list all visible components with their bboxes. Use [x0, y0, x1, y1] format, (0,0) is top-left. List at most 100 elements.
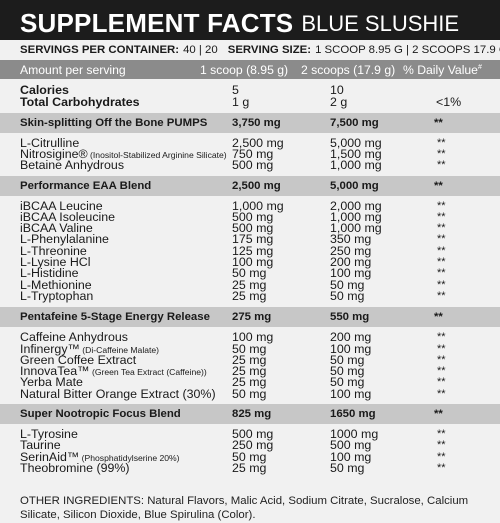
ingredient-name-cell: Green Coffee Extract [20, 354, 136, 366]
ingredient-note: (Green Tea Extract (Caffeine)) [89, 367, 207, 378]
ingredient-one-scoop: 250 mg [232, 438, 274, 453]
ingredient-name-cell: L-Citrulline [20, 137, 79, 149]
ingredient-name-cell: Yerba Mate [20, 376, 83, 388]
ingredient-name: L-Histidine [20, 266, 79, 281]
ingredient-name-cell: L-Tyrosine [20, 428, 78, 440]
ingredient-name: SerinAid™ [20, 449, 80, 464]
ingredient-daily-value: ** [437, 222, 446, 235]
ingredient-daily-value: ** [437, 210, 446, 223]
ingredient-daily-value: ** [437, 439, 446, 452]
ingredient-name-cell: iBCAA Isoleucine [20, 211, 115, 223]
ingredient-name: Infinergy™ [20, 341, 80, 356]
ingredient-name: L-Lysine HCl [20, 255, 91, 270]
ingredient-one-scoop: 500 mg [232, 427, 274, 442]
ingredient-daily-value: ** [437, 450, 446, 463]
ingredient-two-scoops: 2,000 mg [330, 198, 382, 213]
blend-name: Skin-splitting Off the Bone PUMPS [20, 117, 208, 129]
carbohydrates-one-scoop: 1 g [232, 95, 250, 109]
ingredient-two-scoops: 100 mg [330, 386, 372, 401]
ingredient-name: iBCAA Leucine [20, 198, 103, 213]
ingredient-name: L-Citrulline [20, 136, 80, 150]
blend-one-scoop: 825 mg [232, 408, 272, 421]
blend-ingredients: Caffeine Anhydrous 100 mg 200 mg ** Infinerg… [0, 327, 500, 404]
ingredient-one-scoop: 50 mg [232, 386, 267, 401]
ingredient-name-cell: SerinAid™ (Phosphatidylserine 20%) [20, 449, 180, 464]
ingredient-daily-value: ** [437, 365, 446, 378]
ingredient-one-scoop: 750 mg [232, 147, 274, 162]
ingredient-one-scoop: 500 mg [232, 221, 274, 236]
label-title: SUPPLEMENT FACTS [20, 8, 294, 38]
servings-per-container-label: SERVINGS PER CONTAINER: [20, 44, 180, 56]
ingredient-name-cell: Caffeine Anhydrous [20, 331, 128, 343]
ingredient-daily-value: ** [437, 289, 446, 302]
servings-line: SERVINGS PER CONTAINER: 40 | 20 SERVING … [0, 40, 500, 60]
flavor-name: BLUE SLUSHIE [301, 11, 460, 36]
ingredient-name: Betaine Anhydrous [20, 158, 125, 173]
ingredient-name: Yerba Mate [20, 375, 83, 390]
calories-one-scoop: 5 [232, 83, 239, 97]
blend-daily-value: ** [434, 311, 443, 324]
ingredient-name-cell: L-Lysine HCl [20, 256, 90, 268]
ingredient-one-scoop: 50 mg [232, 266, 267, 281]
ingredient-name: iBCAA Valine [20, 221, 93, 236]
carbohydrates-label: Total Carbohydrates [20, 95, 140, 109]
carbohydrates-row: Total Carbohydrates 1 g 2 g <1% [0, 96, 500, 108]
ingredient-name: Theobromine (99%) [20, 460, 130, 475]
carbohydrates-two-scoops: 2 g [330, 95, 348, 109]
ingredient-one-scoop: 1,000 mg [232, 198, 284, 213]
ingredient-name-cell: Betaine Anhydrous [20, 159, 124, 171]
ingredient-two-scoops: 100 mg [330, 449, 372, 464]
ingredient-name-cell: Natural Bitter Orange Extract (30%) [20, 388, 216, 400]
ingredient-name: Caffeine Anhydrous [20, 330, 128, 345]
ingredient-name-cell: Theobromine (99%) [20, 462, 130, 474]
ingredient-daily-value: ** [437, 137, 446, 149]
two-scoops-header: 2 scoops (17.9 g) [301, 63, 396, 77]
ingredient-two-scoops: 350 mg [330, 232, 372, 247]
daily-value-text: % Daily Value [403, 63, 478, 77]
ingredient-daily-value: ** [437, 244, 446, 257]
ingredient-one-scoop: 25 mg [232, 288, 267, 303]
other-ingredients: OTHER INGREDIENTS: Natural Flavors, Mali… [20, 495, 469, 521]
ingredient-name-cell: L-Histidine [20, 267, 79, 279]
ingredient-one-scoop: 125 mg [232, 243, 274, 258]
ingredient-name: L-Tryptophan [20, 288, 94, 303]
ingredient-one-scoop: 100 mg [232, 330, 274, 345]
amount-per-serving-header: Amount per serving 1 scoop (8.95 g) 2 sc… [0, 60, 500, 79]
ingredient-two-scoops: 5,000 mg [330, 136, 382, 150]
ingredient-one-scoop: 2,500 mg [232, 136, 284, 150]
blend-header: Super Nootropic Focus Blend 825 mg 1650 mg… [0, 404, 500, 425]
amount-per-serving-label: Amount per serving [20, 63, 126, 77]
serving-size-value: 1 SCOOP 8.95 G | 2 SCOOPS 17.9 G [315, 44, 500, 56]
ingredient-name-cell: Nitrosigine® (Inositol-Stabilized Argini… [20, 148, 227, 161]
one-scoop-header: 1 scoop (8.95 g) [200, 63, 289, 77]
ingredient-name-cell: Taurine [20, 439, 61, 451]
blend-header: Performance EAA Blend 2,500 mg 5,000 mg ** [0, 175, 500, 196]
blend-header: Pentafeine 5-Stage Energy Release 275 mg 5… [0, 307, 500, 328]
blend-one-scoop: 3,750 mg [232, 117, 281, 129]
calories-label: Calories [20, 83, 69, 97]
ingredient-one-scoop: 25 mg [232, 460, 267, 475]
ingredient-name: L-Methionine [20, 277, 92, 292]
ingredient-daily-value: ** [437, 278, 446, 291]
daily-value-mark: # [477, 63, 482, 71]
blend-name: Super Nootropic Focus Blend [20, 408, 181, 421]
ingredient-name: L-Phenylalanine [20, 232, 109, 247]
ingredient-one-scoop: 500 mg [232, 209, 274, 224]
ingredient-one-scoop: 50 mg [232, 341, 267, 356]
ingredient-daily-value: ** [437, 233, 446, 246]
ingredient-two-scoops: 1,000 mg [330, 209, 382, 224]
ingredient-name: Nitrosigine® [20, 147, 88, 162]
daily-value-header: % Daily Value# [403, 63, 482, 77]
ingredient-two-scoops: 50 mg [330, 375, 365, 390]
ingredient-one-scoop: 100 mg [232, 255, 274, 270]
blend-one-scoop: 2,500 mg [232, 179, 281, 192]
ingredient-two-scoops: 1,000 mg [330, 158, 382, 173]
serving-size-label: SERVING SIZE: [227, 44, 312, 56]
ingredient-daily-value: ** [437, 387, 446, 400]
blend-ingredients: L-Citrulline 2,500 mg 5,000 mg ** Nitrosigin… [0, 133, 500, 176]
blend-two-scoops: 5,000 mg [330, 179, 379, 192]
ingredient-two-scoops: 1,500 mg [330, 147, 382, 162]
ingredient-one-scoop: 25 mg [232, 364, 267, 379]
ingredient-name-cell: Infinergy™ (Di-Caffeine Malate) [20, 341, 159, 356]
ingredient-two-scoops: 50 mg [330, 352, 365, 367]
